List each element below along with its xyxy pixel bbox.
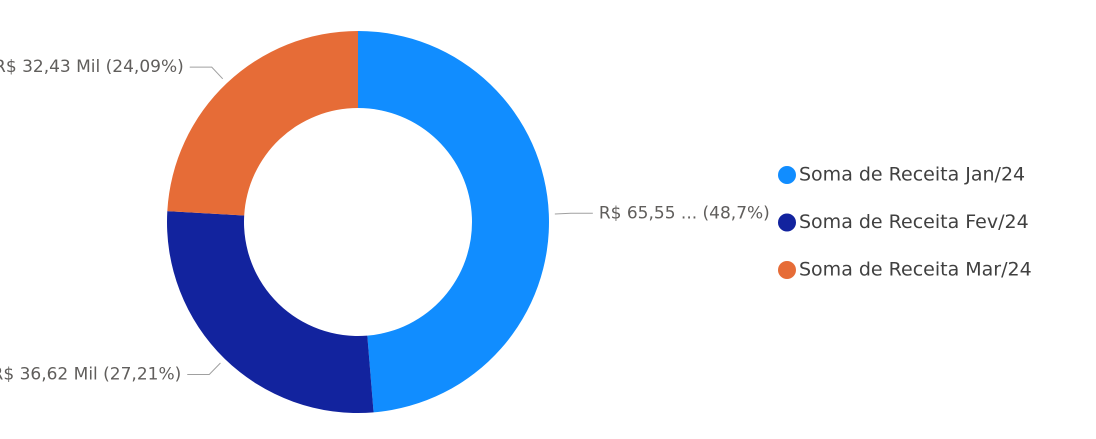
legend-label: Soma de Receita Mar/24 bbox=[799, 259, 1032, 281]
legend-label: Soma de Receita Jan/24 bbox=[799, 164, 1025, 186]
data-label: R$ 32,43 Mil (24,09%) bbox=[0, 57, 184, 77]
donut-slice bbox=[167, 31, 358, 216]
leader-line bbox=[187, 362, 221, 375]
legend-label: Soma de Receita Fev/24 bbox=[799, 211, 1029, 233]
donut-slice bbox=[358, 31, 549, 413]
legend-marker bbox=[778, 166, 796, 184]
donut-slice bbox=[166, 211, 374, 413]
data-label: R$ 65,55 ... (48,7%) bbox=[599, 203, 770, 223]
legend-marker bbox=[778, 213, 796, 232]
legend-marker bbox=[778, 261, 796, 279]
leader-line bbox=[554, 212, 593, 215]
data-label: R$ 36,62 Mil (27,21%) bbox=[0, 364, 181, 384]
leader-line bbox=[189, 66, 224, 80]
